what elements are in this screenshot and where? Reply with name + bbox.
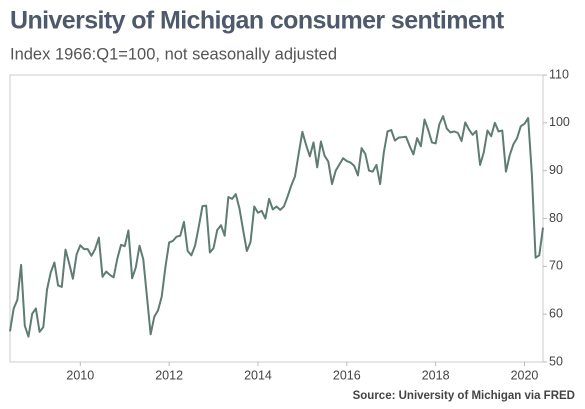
x-tick-label: 2010: [66, 368, 94, 382]
y-tick-label: 90: [549, 163, 563, 177]
y-tick-label: 110: [549, 67, 569, 81]
chart-title: University of Michigan consumer sentimen…: [10, 7, 505, 35]
chart-subtitle: Index 1966:Q1=100, not seasonally adjust…: [10, 45, 337, 63]
x-tick-label: 2014: [244, 368, 272, 382]
y-tick-label: 80: [549, 211, 563, 225]
x-tick-label: 2018: [422, 368, 450, 382]
x-tick-label: 2016: [333, 368, 361, 382]
x-tick-label: 2012: [155, 368, 183, 382]
data-line: [9, 115, 544, 338]
y-tick-label: 50: [549, 354, 563, 368]
y-tick-label: 100: [549, 115, 570, 129]
y-tick-label: 70: [549, 259, 563, 273]
plot-frame: [9, 74, 544, 363]
y-tick-label: 60: [549, 306, 563, 320]
source-note: Source: University of Michigan via FRED: [353, 390, 575, 402]
x-tick-label: 2020: [511, 368, 539, 382]
